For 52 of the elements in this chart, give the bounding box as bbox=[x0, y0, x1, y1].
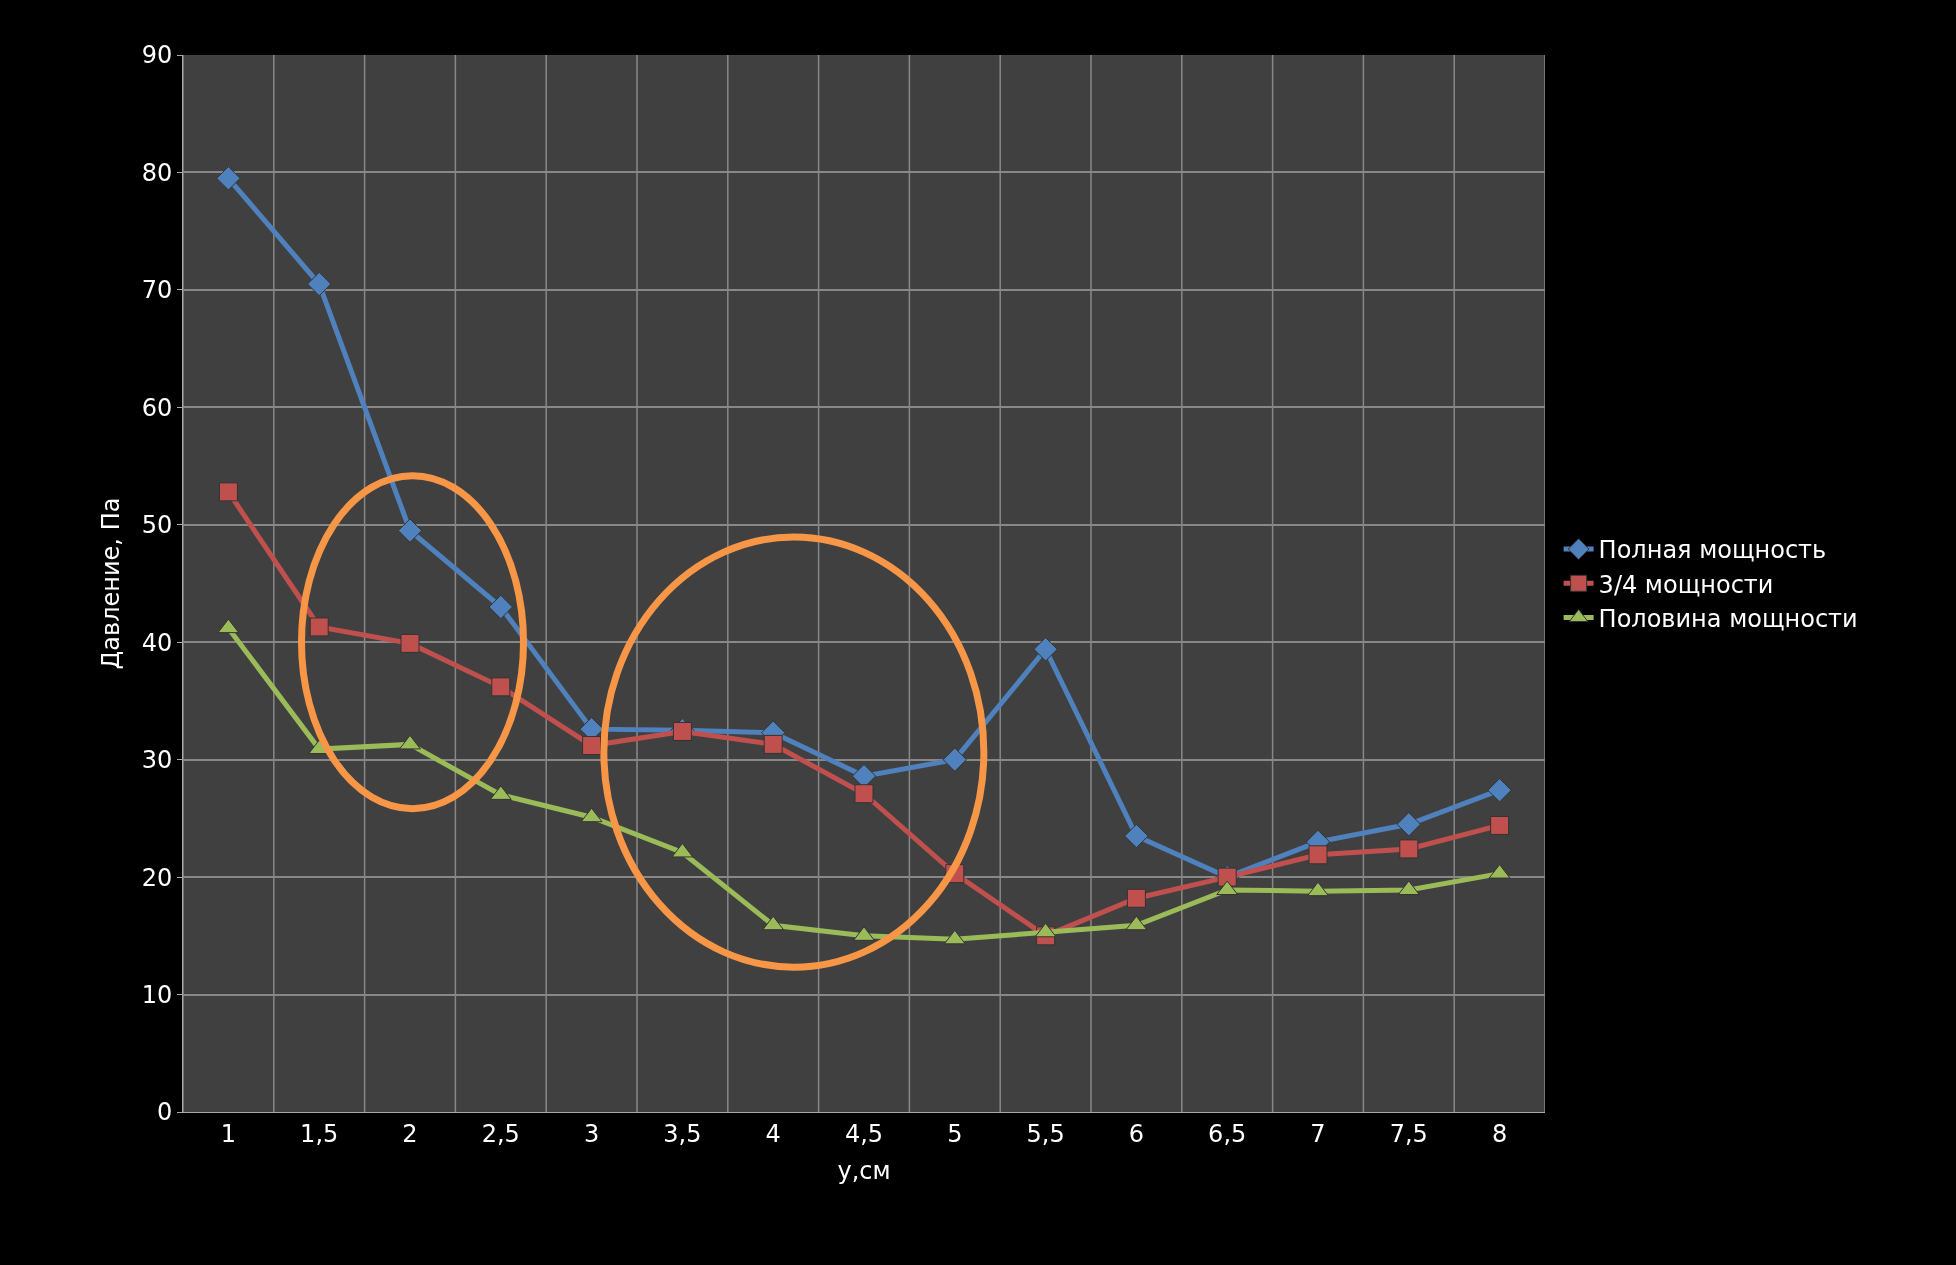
x-tick-label: 5 bbox=[947, 1119, 963, 1148]
point bbox=[1308, 845, 1328, 865]
y-tick-label: 20 bbox=[141, 863, 173, 892]
y-tick-label: 90 bbox=[141, 41, 173, 70]
point bbox=[942, 747, 967, 772]
point bbox=[763, 734, 783, 754]
point bbox=[216, 166, 241, 191]
x-axis-title: y,см bbox=[837, 1157, 891, 1186]
x-tick-label: 2 bbox=[402, 1119, 418, 1148]
x-tick-label: 6 bbox=[1128, 1119, 1145, 1148]
point bbox=[582, 736, 602, 756]
point bbox=[309, 617, 329, 637]
y-tick-label: 70 bbox=[141, 276, 173, 305]
point bbox=[1126, 888, 1146, 908]
x-tick-label: 2,5 bbox=[481, 1119, 520, 1148]
point bbox=[1307, 881, 1329, 897]
point bbox=[399, 734, 421, 750]
point bbox=[491, 677, 511, 697]
x-tick-label: 1,5 bbox=[300, 1119, 339, 1148]
y-tick-label: 50 bbox=[141, 511, 173, 540]
point bbox=[218, 482, 238, 502]
point bbox=[1033, 637, 1058, 662]
x-tick-label: 3 bbox=[583, 1119, 600, 1148]
legend-label: 3/4 мощности bbox=[1598, 570, 1774, 599]
point bbox=[1396, 812, 1421, 837]
legend-label: Половина мощности bbox=[1598, 604, 1858, 633]
x-tick-label: 4,5 bbox=[844, 1119, 884, 1148]
y-tick-label: 10 bbox=[141, 980, 173, 1009]
point bbox=[854, 784, 874, 804]
x-tick-label: 3,5 bbox=[663, 1119, 702, 1148]
y-tick-label: 40 bbox=[141, 628, 173, 657]
x-tick-label: 7,5 bbox=[1389, 1119, 1428, 1148]
y-axis-title: Давление, Па bbox=[96, 497, 125, 670]
point bbox=[488, 594, 513, 620]
x-tick-label: 8 bbox=[1491, 1119, 1508, 1148]
point bbox=[400, 633, 420, 653]
point bbox=[1399, 839, 1419, 859]
y-tick-label: 80 bbox=[141, 158, 173, 187]
x-tick-label: 1 bbox=[220, 1119, 237, 1148]
y-tick-label: 0 bbox=[156, 1098, 173, 1127]
x-tick-label: 7 bbox=[1310, 1119, 1326, 1148]
y-tick-label: 30 bbox=[141, 746, 173, 775]
point bbox=[307, 271, 332, 297]
point bbox=[397, 518, 423, 543]
point bbox=[1487, 778, 1512, 803]
x-tick-label: 5,5 bbox=[1026, 1119, 1065, 1148]
legend-label: Полная мощность bbox=[1598, 536, 1827, 565]
x-tick-label: 4 bbox=[765, 1119, 781, 1148]
point bbox=[1490, 815, 1510, 835]
y-tick-label: 60 bbox=[141, 393, 173, 422]
x-tick-label: 6,5 bbox=[1208, 1119, 1247, 1148]
point bbox=[1124, 823, 1149, 849]
